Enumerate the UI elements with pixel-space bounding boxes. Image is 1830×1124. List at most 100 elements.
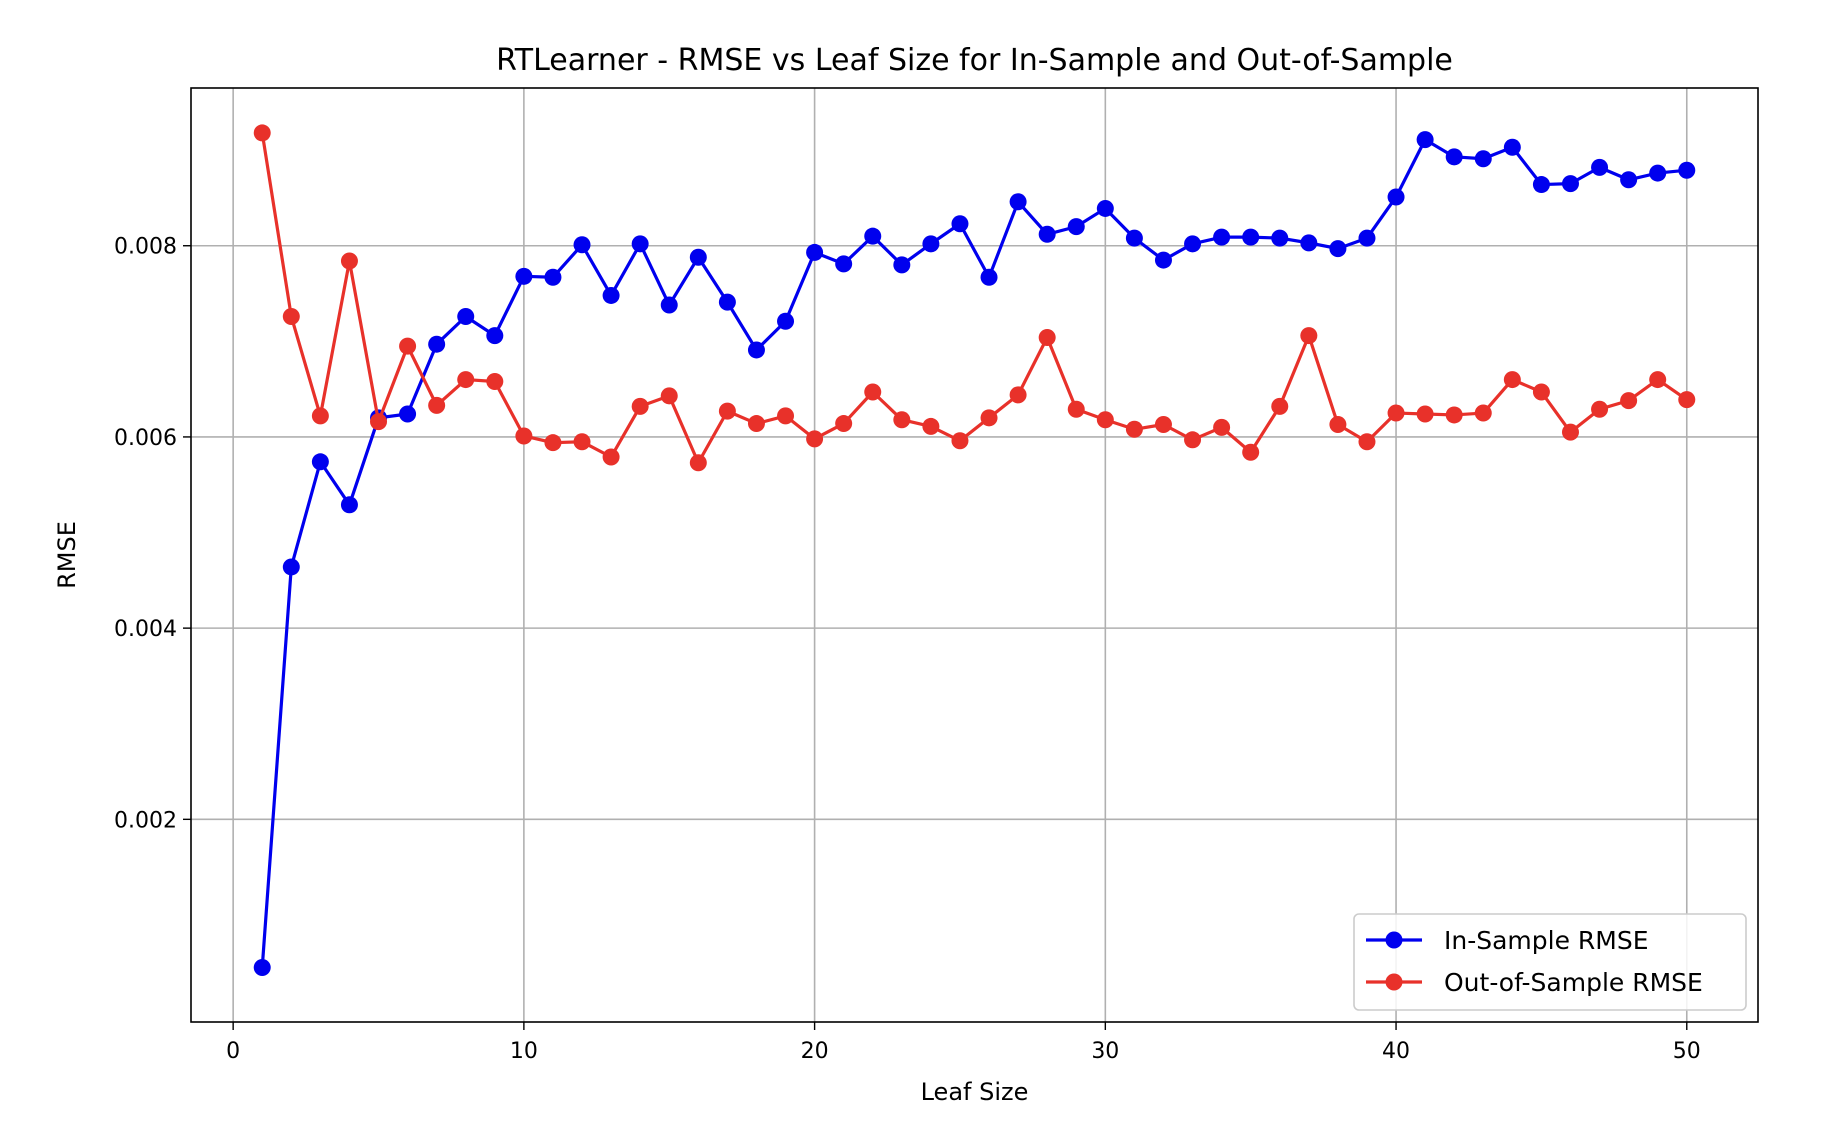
data-point [1242, 443, 1260, 461]
data-point [1300, 327, 1318, 345]
series-1 [253, 124, 1696, 472]
data-point [689, 248, 707, 266]
data-point [1096, 411, 1114, 429]
x-tick-label: 30 [1091, 1039, 1119, 1064]
data-point [1532, 383, 1550, 401]
data-point [835, 415, 853, 433]
data-point [864, 383, 882, 401]
data-point [1532, 176, 1550, 194]
data-point [1620, 171, 1638, 189]
data-point [1067, 218, 1085, 236]
data-point [951, 432, 969, 450]
data-point [835, 255, 853, 273]
data-point [864, 227, 882, 245]
data-point [1242, 228, 1260, 246]
data-point [311, 407, 329, 425]
data-point [806, 430, 824, 448]
data-point [1067, 400, 1085, 418]
legend-box [1353, 913, 1747, 1011]
data-point [1213, 418, 1231, 436]
data-point [486, 327, 504, 345]
x-tick-label: 10 [510, 1039, 538, 1064]
data-point [544, 268, 562, 286]
ticks: 0 10 20 30 40 50 0.002 0.004 0.006 0.008 [114, 235, 1701, 1064]
data-point [1591, 400, 1609, 418]
data-point [806, 243, 824, 261]
data-point [1416, 405, 1434, 423]
data-point [1009, 193, 1027, 211]
data-point [1649, 371, 1667, 389]
data-point [777, 407, 795, 425]
data-point [544, 434, 562, 452]
data-point [1678, 391, 1696, 409]
data-point [282, 558, 300, 576]
x-tick-label: 20 [801, 1039, 829, 1064]
data-point [573, 433, 591, 451]
data-point [1329, 240, 1347, 258]
data-point [1561, 175, 1579, 193]
data-point [1474, 150, 1492, 168]
data-point [689, 454, 707, 472]
data-point [1300, 234, 1318, 252]
data-point [1213, 228, 1231, 246]
data-point [457, 371, 475, 389]
data-point [893, 256, 911, 274]
data-point [1416, 131, 1434, 149]
data-point [1561, 423, 1579, 441]
y-tick-label: 0.008 [114, 235, 177, 260]
data-point [718, 293, 736, 311]
data-point [1387, 188, 1405, 206]
data-point [1620, 392, 1638, 410]
data-point [1154, 251, 1172, 269]
data-point [253, 124, 271, 142]
data-point [253, 959, 271, 977]
data-point [980, 409, 998, 427]
x-tick-label: 40 [1382, 1039, 1410, 1064]
data-point [1591, 158, 1609, 176]
data-point [1184, 235, 1202, 253]
data-point [777, 312, 795, 330]
data-point [1125, 420, 1143, 438]
data-point [515, 267, 533, 285]
data-point [1154, 416, 1172, 434]
data-point [631, 397, 649, 415]
data-point [340, 252, 358, 270]
data-point [1329, 416, 1347, 434]
data-point [747, 415, 765, 433]
data-point [922, 417, 940, 435]
y-axis-label: RMSE [53, 521, 81, 589]
data-point [660, 387, 678, 405]
data-point [602, 286, 620, 304]
data-point [1096, 199, 1114, 217]
data-point [428, 396, 446, 414]
data-point [311, 453, 329, 471]
legend-swatch-marker [1385, 973, 1403, 991]
y-tick-label: 0.002 [114, 808, 177, 833]
data-point [1009, 386, 1027, 404]
data-point [951, 215, 969, 233]
data-point [1387, 404, 1405, 422]
data-point [893, 411, 911, 429]
data-point [370, 413, 388, 431]
data-point [1125, 229, 1143, 247]
data-point [602, 448, 620, 466]
series-layer [253, 124, 1696, 977]
data-point [1038, 225, 1056, 243]
data-point [399, 337, 417, 355]
legend-label: In-Sample RMSE [1444, 926, 1649, 955]
data-point [428, 335, 446, 353]
data-point [1649, 164, 1667, 182]
data-point [340, 496, 358, 514]
data-point [1271, 229, 1289, 247]
data-point [1358, 433, 1376, 451]
data-point [631, 235, 649, 253]
x-axis-label: Leaf Size [921, 1078, 1029, 1106]
legend: In-Sample RMSE Out-of-Sample RMSE [1353, 913, 1747, 1011]
plot-frame [190, 87, 1759, 1023]
data-point [282, 307, 300, 325]
data-point [1474, 404, 1492, 422]
data-point [980, 268, 998, 286]
y-tick-label: 0.006 [114, 426, 177, 451]
data-point [1358, 229, 1376, 247]
data-point [1038, 329, 1056, 347]
